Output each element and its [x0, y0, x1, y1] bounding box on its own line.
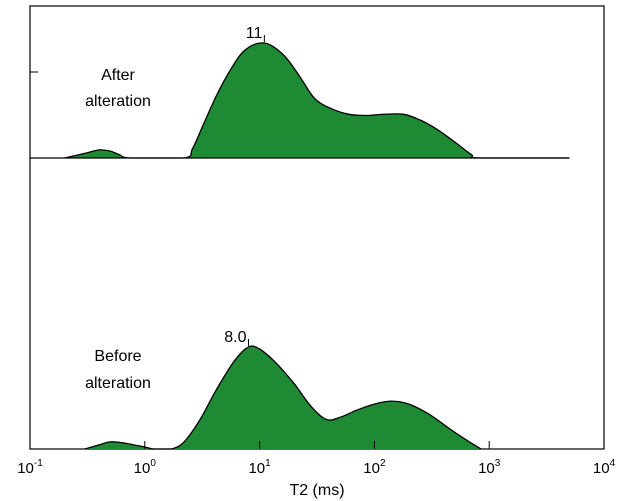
- series-area: [84, 346, 482, 449]
- x-axis-label: T2 (ms): [289, 482, 344, 499]
- x-tick-label: 103: [478, 458, 501, 477]
- series-name-line: alteration: [85, 375, 151, 392]
- x-tick-label: 10-1: [17, 458, 43, 477]
- series-group: 8.0 Before alteration: [84, 329, 482, 450]
- series-group: 11 After alteration: [30, 25, 570, 159]
- series-area: [64, 42, 570, 158]
- x-axis: 10-1 100 101 102 103 104: [17, 441, 616, 477]
- x-tick-label: 101: [248, 458, 271, 477]
- peak-label: 8.0: [224, 329, 246, 346]
- series-name-line: Before: [94, 348, 141, 365]
- x-tick-label: 104: [593, 458, 616, 477]
- series-name-line: After: [101, 67, 135, 84]
- x-tick-label: 100: [134, 458, 157, 477]
- series-line: [64, 42, 570, 159]
- series-layer: 11 After alteration 8.0 Before alteration: [30, 25, 570, 450]
- series-line: [84, 345, 482, 450]
- peak-label: 11: [246, 25, 263, 42]
- series-name-line: alteration: [85, 93, 151, 110]
- x-tick-label: 102: [363, 458, 386, 477]
